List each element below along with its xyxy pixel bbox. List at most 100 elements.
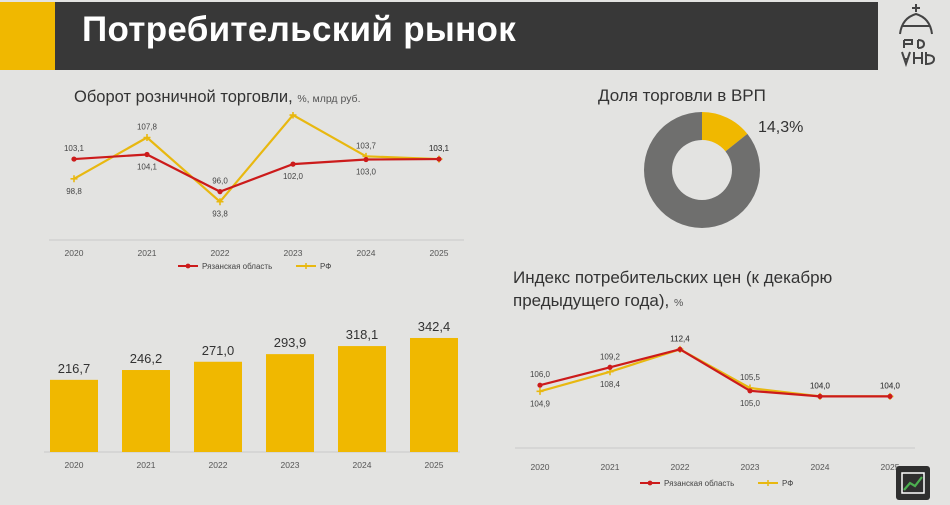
data-label-region: 104,1	[137, 162, 158, 171]
bar	[266, 354, 314, 452]
header-accent	[0, 2, 55, 70]
ryazan-logo-icon	[899, 4, 936, 68]
data-label-rf: 104,0	[880, 381, 901, 390]
retail-bar-chart: 216,7 2020 246,2 2021 271,0 2022 293,9 2023 318,…	[44, 319, 460, 470]
data-label-rf: 112,4	[670, 334, 690, 343]
data-label-rf: 108,4	[600, 380, 621, 389]
donut-slice-trade	[702, 112, 748, 152]
data-label-region: 102,0	[283, 172, 304, 181]
data-label-region: 106,0	[530, 370, 551, 379]
data-point-rf	[216, 198, 224, 206]
data-point-rf	[143, 134, 151, 142]
legend-label-region: Рязанская область	[202, 262, 272, 271]
x-tick-label: 2023	[741, 462, 760, 472]
donut-value-label: 14,3%	[758, 119, 803, 136]
x-tick-label: 2020	[531, 462, 550, 472]
app-corner-icon[interactable]	[896, 466, 930, 500]
data-label-region: 104,0	[880, 381, 901, 390]
share-chart-title: Доля торговли в ВРП	[598, 86, 766, 105]
legend-label-region: Рязанская область	[664, 479, 734, 488]
bar-value-label: 246,2	[130, 351, 163, 366]
x-tick-label: 2020	[65, 460, 84, 470]
x-tick-label: 2020	[65, 248, 84, 258]
data-point-region	[607, 364, 613, 370]
bar	[50, 379, 98, 452]
legend-label-rf: РФ	[782, 479, 793, 488]
retail-chart-title: Оборот розничной торговли, %, млрд руб.	[74, 88, 361, 107]
data-point-region	[747, 388, 753, 394]
data-point-region	[677, 346, 683, 352]
bar	[194, 361, 242, 452]
data-label-rf: 104,9	[530, 399, 551, 408]
series-line-region	[73, 153, 440, 193]
retail-line-chart: 2020 2021 2022 2023 2024 2025 103,1 104,1 96,0 10…	[49, 112, 464, 271]
x-tick-label: 2024	[357, 248, 376, 258]
legend-label-rf: РФ	[320, 262, 331, 271]
data-label-rf: 107,8	[137, 123, 158, 132]
data-label-region: 103,0	[356, 168, 377, 177]
data-label-region: 104,0	[810, 381, 831, 390]
data-point-region	[363, 156, 369, 163]
header-bar	[55, 2, 878, 70]
data-label-rf: 93,8	[212, 210, 228, 219]
x-tick-label: 2025	[430, 248, 449, 258]
data-label-rf: 105,5	[740, 373, 761, 382]
x-tick-label: 2022	[671, 462, 690, 472]
x-tick-label: 2023	[284, 248, 303, 258]
donut-slice-other	[644, 112, 760, 228]
bar-value-label: 271,0	[202, 343, 235, 358]
cpi-title-line2: предыдущего года),	[513, 291, 670, 310]
data-point-rf	[289, 112, 297, 119]
data-label-region: 103,1	[64, 144, 85, 153]
x-tick-label: 2022	[209, 460, 228, 470]
bar	[122, 370, 170, 452]
cpi-title-line2-wrap: предыдущего года), %	[513, 289, 832, 315]
share-donut-chart: 14,3%	[644, 112, 803, 228]
chart-growth-icon	[901, 472, 925, 494]
bar	[338, 346, 386, 452]
series-line-rf	[73, 113, 440, 204]
legend-marker-region	[185, 263, 191, 269]
legend-marker-rf	[303, 263, 309, 269]
data-label-region: 109,2	[600, 352, 621, 361]
bar-value-label: 318,1	[346, 327, 379, 342]
cpi-chart-title: Индекс потребительских цен (к декабрю пр…	[513, 266, 832, 315]
data-point-rf	[70, 175, 78, 183]
bar-value-label: 342,4	[418, 319, 451, 334]
page-title: Потребительский рынок	[82, 10, 517, 49]
data-label-rf: 104,0	[810, 381, 831, 390]
cpi-title-unit: %	[673, 297, 684, 309]
data-label-region: 105,0	[740, 399, 761, 408]
header: Потребительский рынок	[0, 0, 950, 70]
x-tick-label: 2025	[425, 460, 444, 470]
data-point-region	[817, 393, 823, 399]
data-point-region	[887, 393, 893, 399]
x-tick-label: 2022	[211, 248, 230, 258]
data-point-rf	[536, 387, 544, 395]
data-point-region	[537, 382, 543, 388]
series-line-region	[539, 348, 890, 398]
data-point-region	[71, 156, 77, 162]
data-point-region	[290, 161, 296, 167]
cpi-title-line1: Индекс потребительских цен (к декабрю	[513, 268, 833, 287]
data-point-region	[436, 156, 442, 162]
data-label-region: 96,0	[212, 177, 228, 186]
data-point-region	[144, 151, 150, 158]
x-tick-label: 2021	[138, 248, 157, 258]
x-tick-label: 2023	[281, 460, 300, 470]
retail-title-text: Оборот розничной торговли,	[74, 88, 293, 106]
data-label-rf: 103,1	[429, 144, 450, 153]
legend-marker-region	[647, 480, 653, 486]
x-tick-label: 2024	[811, 462, 830, 472]
cpi-line-chart: 2020 2021 2022 2023 2024 2025 106,0 109,2 112,4 1…	[515, 334, 915, 488]
bar-value-label: 216,7	[58, 361, 91, 376]
data-label-rf: 98,8	[66, 187, 82, 196]
data-label-region: 103,1	[429, 144, 450, 153]
data-label-region: 112,4	[670, 334, 690, 343]
x-tick-label: 2021	[601, 462, 620, 472]
bar-value-label: 293,9	[274, 335, 307, 350]
x-tick-label: 2025	[881, 462, 900, 472]
x-tick-label: 2024	[353, 460, 372, 470]
retail-title-unit: %, млрд руб.	[297, 93, 361, 105]
x-tick-label: 2021	[137, 460, 156, 470]
